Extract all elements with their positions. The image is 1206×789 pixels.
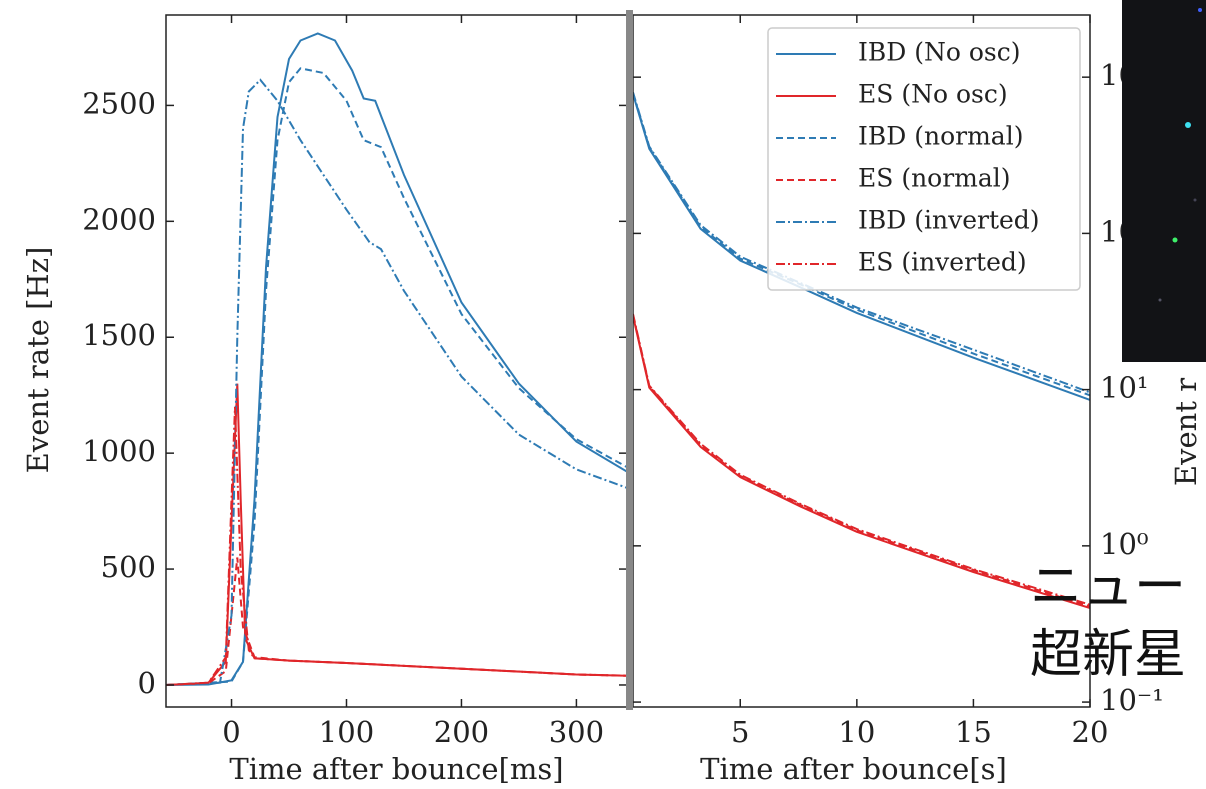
series-line — [633, 315, 1090, 609]
x-tick-label: 300 — [549, 715, 604, 749]
overlay-star — [1158, 298, 1162, 302]
y-axis-label: Event rate [Hz] — [21, 247, 55, 474]
x-axis-label: Time after bounce[s] — [700, 752, 1007, 786]
y-tick-label: 10¹ — [1100, 371, 1149, 405]
x-tick-label: 100 — [319, 715, 374, 749]
x-tick-label: 5 — [731, 715, 749, 749]
legend-label: IBD (normal) — [858, 122, 1023, 151]
y-tick-label: 0 — [138, 666, 156, 700]
legend-label: IBD (inverted) — [858, 206, 1040, 235]
y-axis-label: Event r — [1169, 378, 1203, 486]
panel-separator — [626, 10, 633, 710]
overlay-star — [1185, 122, 1191, 128]
overlay-star — [1193, 198, 1197, 202]
overlay-text: 超新星 — [1030, 625, 1186, 685]
y-tick-label: 2500 — [82, 86, 156, 120]
y-tick-label: 2000 — [82, 202, 156, 236]
overlay-text: ニュー — [1030, 557, 1186, 617]
y-tick-label: 10⁰ — [1100, 527, 1149, 561]
y-tick-label: 10⁻¹ — [1100, 683, 1164, 717]
overlay-star — [1172, 237, 1178, 243]
series-line — [166, 67, 627, 686]
x-tick-label: 20 — [1072, 715, 1109, 749]
overlay-image — [1122, 0, 1206, 362]
series-line — [166, 406, 627, 686]
x-tick-label: 10 — [838, 715, 875, 749]
x-axis-label: Time after bounce[ms] — [229, 752, 563, 786]
overlay-star — [1198, 8, 1202, 12]
legend-label: ES (normal) — [858, 164, 1011, 193]
x-tick-label: 0 — [222, 715, 240, 749]
legend-label: ES (inverted) — [858, 248, 1027, 277]
plot-area — [166, 32, 627, 686]
series-line — [633, 313, 1090, 606]
y-tick-label: 1000 — [82, 434, 156, 468]
legend-label: ES (No osc) — [858, 80, 1008, 109]
x-tick-label: 15 — [955, 715, 992, 749]
y-tick-label: 1500 — [82, 318, 156, 352]
x-tick-label: 200 — [434, 715, 489, 749]
legend-label: IBD (No osc) — [858, 38, 1021, 67]
y-tick-label: 500 — [101, 550, 156, 584]
legend-box — [767, 27, 1081, 291]
